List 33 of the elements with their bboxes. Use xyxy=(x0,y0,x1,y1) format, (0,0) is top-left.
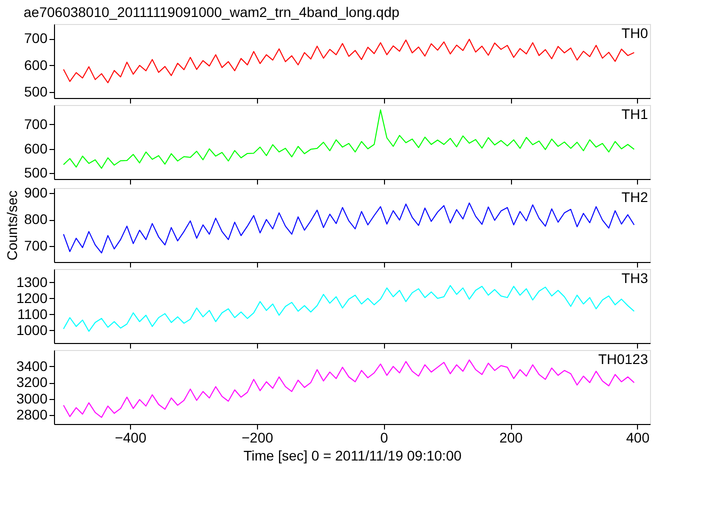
series-label: TH2 xyxy=(622,189,648,205)
x-tick-label: 200 xyxy=(499,430,523,446)
y-tick-label: 900 xyxy=(24,184,48,200)
y-tick-label: 1300 xyxy=(16,274,48,290)
y-tick-label: 2800 xyxy=(16,406,48,422)
y-tick-label: 3400 xyxy=(16,358,48,374)
series-label: TH1 xyxy=(622,106,648,122)
y-tick-label: 700 xyxy=(24,30,48,46)
y-tick-label: 1100 xyxy=(17,306,48,322)
y-tick-label: 3200 xyxy=(16,374,48,390)
x-tick-label: 0 xyxy=(380,430,388,446)
x-tick-label: −200 xyxy=(242,430,274,446)
y-tick-label: 700 xyxy=(24,238,48,254)
series-label: TH0123 xyxy=(598,351,648,367)
x-axis-title: Time [sec] 0 = 2011/11/19 09:10:00 xyxy=(243,448,462,464)
line-series xyxy=(63,285,635,332)
series-label: TH3 xyxy=(622,270,648,286)
y-tick-label: 3000 xyxy=(16,390,48,406)
chart-title: ae706038010_20111119091000_wam2_trn_4band_long.qdp xyxy=(24,4,400,20)
x-tick-label: −400 xyxy=(114,430,147,446)
line-series xyxy=(63,38,635,84)
y-axis-title: Counts/sec xyxy=(4,190,20,261)
y-tick-label: 1200 xyxy=(16,290,48,306)
y-tick-label: 600 xyxy=(24,56,48,73)
x-tick-label: 400 xyxy=(626,430,650,446)
y-tick-label: 700 xyxy=(24,116,48,132)
series-label: TH0 xyxy=(622,25,648,41)
y-tick-label: 500 xyxy=(24,164,48,181)
y-tick-label: 500 xyxy=(24,84,48,100)
y-tick-label: 600 xyxy=(24,140,48,156)
line-series xyxy=(63,202,635,254)
y-tick-label: 800 xyxy=(24,211,48,228)
y-tick-label: 1000 xyxy=(16,322,48,338)
